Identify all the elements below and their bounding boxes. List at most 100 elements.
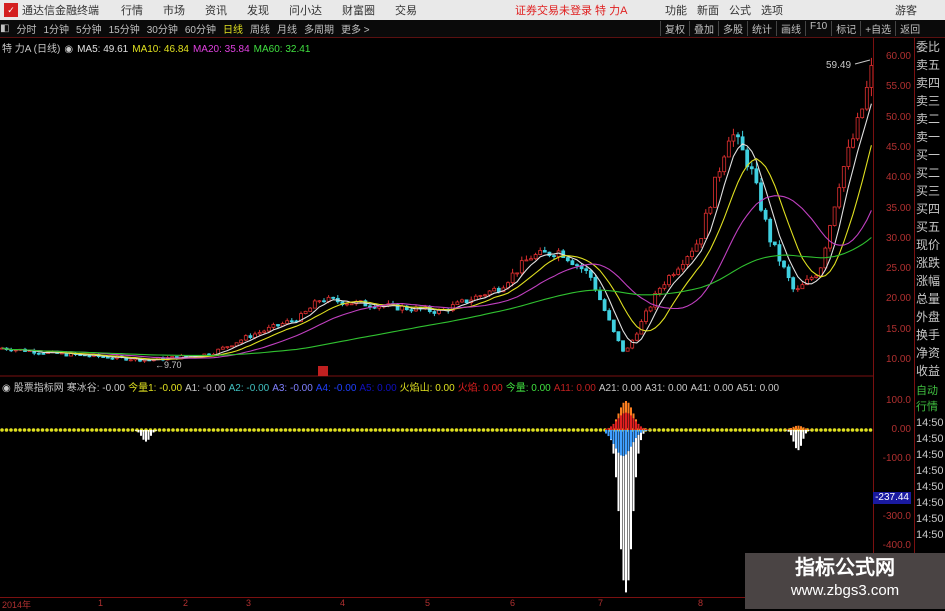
zero-dot [671,428,675,432]
candle [231,346,234,347]
indicator-bar [808,429,810,430]
zero-dot [599,428,603,432]
zero-dot [765,428,769,432]
candle [543,250,546,252]
zero-dot [162,428,166,432]
zero-dot [194,428,198,432]
candle [787,267,790,278]
zero-dot [342,428,346,432]
candle [272,325,275,328]
zero-dot [828,428,832,432]
zero-dot [833,428,837,432]
date-tick: 6 [510,598,515,608]
indicator-value: 今量1: -0.00 [128,383,182,394]
zero-dot [99,428,103,432]
zero-dot [108,428,112,432]
candle [484,295,487,296]
zero-dot [23,428,27,432]
indicator-bar [608,430,610,436]
zero-dot [522,428,526,432]
kline-chart[interactable]: 59.49←9.70 [0,0,873,597]
indicator-bar [800,426,802,430]
indicator-bar [630,430,632,447]
settings-icon[interactable]: ◉ [2,383,11,394]
date-tick: 7 [598,598,603,608]
zero-dot [297,428,301,432]
indicator-value: A4: -0.00 [316,383,357,394]
candle [433,312,436,314]
candle [488,291,491,295]
indicator-bar [788,429,790,430]
zero-dot [180,428,184,432]
candle [695,244,698,251]
candle [709,207,712,213]
watermark-url: www.zbgs3.com [745,581,945,601]
tick-item: 自动 [916,383,945,399]
zero-dot [518,428,522,432]
tick-item: 行情 [916,399,945,415]
zero-dot [302,428,306,432]
zero-dot [338,428,342,432]
indicator-bar [148,430,150,440]
toolbar-button[interactable]: 返回 [895,21,924,36]
zero-dot [855,428,859,432]
candle [755,169,758,183]
zero-dot [720,428,724,432]
zero-dot [450,428,454,432]
quote-label: 买五 [916,218,945,236]
candle [350,304,353,305]
zero-dot [495,428,499,432]
indicator-bar [623,430,625,456]
zero-dot [864,428,868,432]
event-marker[interactable] [318,366,328,376]
indicator-bar [638,430,640,435]
indicator-bar [615,430,617,449]
candle [249,336,252,338]
zero-dot [230,428,234,432]
zero-dot [288,428,292,432]
zero-dot [414,428,418,432]
zero-dot [500,428,504,432]
indicator-value: A11: 0.00 [554,383,596,394]
zero-dot [756,428,760,432]
zero-dot [27,428,31,432]
zero-dot [770,428,774,432]
candle [493,288,496,291]
indicator-bar [155,430,157,431]
indicator-bar [790,430,792,435]
zero-dot [320,428,324,432]
tick-item: 14:50 [916,463,945,479]
quote-label: 现价 [916,236,945,254]
candle [672,274,675,275]
zero-dot [36,428,40,432]
zero-dot [441,428,445,432]
candle [323,301,326,302]
indicator-bar [613,430,615,444]
indicator-bar [138,430,140,432]
quote-label: 总量 [916,290,945,308]
zero-dot [5,428,9,432]
candle [42,353,45,354]
candle [553,256,556,257]
user-label[interactable]: 游客 [895,2,917,18]
price-tick: 10.00 [886,354,911,366]
indicator-bar [633,430,635,511]
high-annotation: 59.49 [826,60,851,71]
zero-dot [509,428,513,432]
zero-dot [248,428,252,432]
price-tick: 60.00 [886,51,911,63]
candle [714,177,717,207]
quote-label: 买三 [916,182,945,200]
candle [263,331,266,332]
zero-dot [77,428,81,432]
zero-dot [122,428,126,432]
candle [852,139,855,147]
date-tick: 3 [246,598,251,608]
zero-dot [779,428,783,432]
candle [37,353,40,354]
date-tick: 4 [340,598,345,608]
candle [594,277,597,290]
zero-dot [432,428,436,432]
price-tick: 20.00 [886,293,911,305]
